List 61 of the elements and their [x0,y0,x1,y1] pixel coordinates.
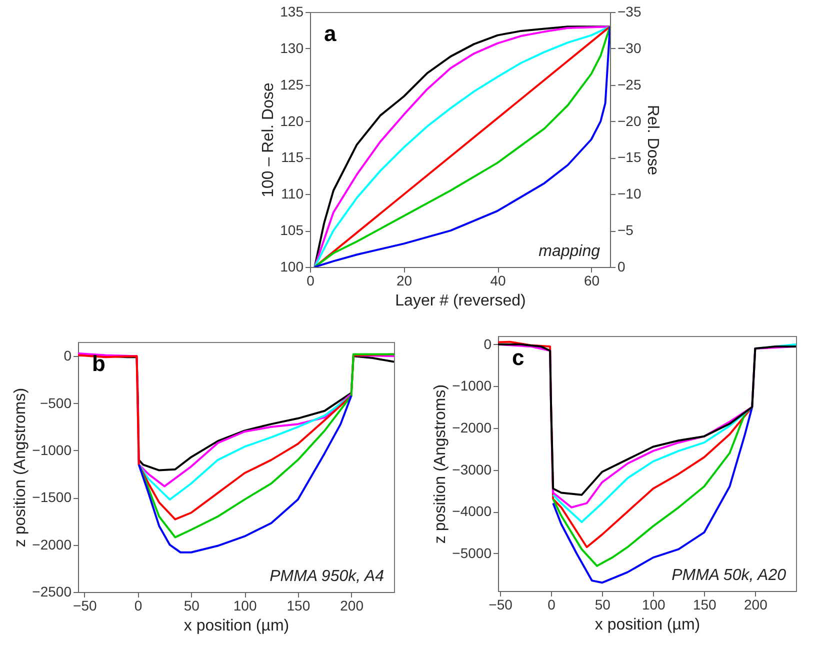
line-series [314,26,610,267]
y-axis-title: 100 – Rel. Dose [260,82,278,198]
x-tick-label: 40 [490,272,506,288]
x-tick-label: 150 [692,596,717,612]
annotation: a [324,21,337,46]
y-tick-label: 0 [484,336,492,352]
y-tick-label: −2500 [32,584,72,600]
line-series [138,394,352,501]
x-tick-label: 0 [548,596,556,612]
y-tick-label: −1500 [32,489,72,506]
y2-tick-label: −5 [618,222,634,238]
x-tick-label: −50 [73,598,97,614]
annotation: PMMA 950k, A4 [270,568,384,585]
x-axis-title: x position (µm) [184,618,290,634]
y-tick-label: −1000 [452,378,492,394]
x-tick-label: 50 [184,598,200,614]
y-tick-label: 100 [280,258,304,274]
x-tick-label: 50 [594,596,611,612]
y-tick-label: −3000 [452,461,492,478]
x-tick-label: 200 [744,596,768,612]
line-series [138,353,394,538]
y-tick-label: 110 [281,186,304,202]
y-tick-label: 105 [280,222,304,238]
annotation: b [92,351,106,376]
y-tick-label: −2000 [32,536,72,552]
annotation: mapping [538,243,600,260]
x-tick-label: 0 [134,598,142,614]
y-tick-label: 130 [280,40,304,56]
y2-axis-title: Rel. Dose [644,104,662,176]
y-tick-label: 125 [280,76,304,92]
y-axis-title: z position (Angstroms) [432,384,450,544]
y2-tick-label: −15 [618,149,642,166]
y-tick-label: 135 [280,4,304,20]
y-tick-label: −1000 [32,442,72,458]
x-axis-title: x position (µm) [594,616,700,634]
y2-tick-label: −10 [618,186,642,202]
y-axis-title: z position (Angstroms) [12,388,30,548]
annotation: PMMA 50k, A20 [672,567,786,584]
x-tick-label: 200 [340,598,364,614]
y-tick-label: −2000 [452,419,492,436]
y2-tick-label: −35 [618,4,642,20]
x-axis-title: Layer # (reversed) [395,292,526,310]
annotation: c [512,345,524,370]
x-tick-label: 0 [306,272,315,288]
y-tick-label: −500 [40,394,72,411]
y-tick-label: 115 [281,149,304,166]
y2-tick-label: −30 [618,40,642,56]
x-tick-label: 150 [286,598,310,614]
y-tick-label: 0 [64,348,72,364]
y-tick-label: 120 [280,112,304,129]
x-tick-label: 100 [642,596,666,612]
x-tick-label: 100 [233,598,257,614]
y2-tick-label: 0 [618,258,626,274]
x-tick-label: 60 [584,272,600,288]
x-tick-label: 20 [396,272,412,288]
x-tick-label: −50 [488,596,513,612]
line-series [138,394,352,554]
y2-tick-label: −25 [618,76,642,92]
y-tick-label: −4000 [452,503,492,520]
y-tick-label: −5000 [452,544,492,561]
y2-tick-label: −20 [618,112,642,129]
